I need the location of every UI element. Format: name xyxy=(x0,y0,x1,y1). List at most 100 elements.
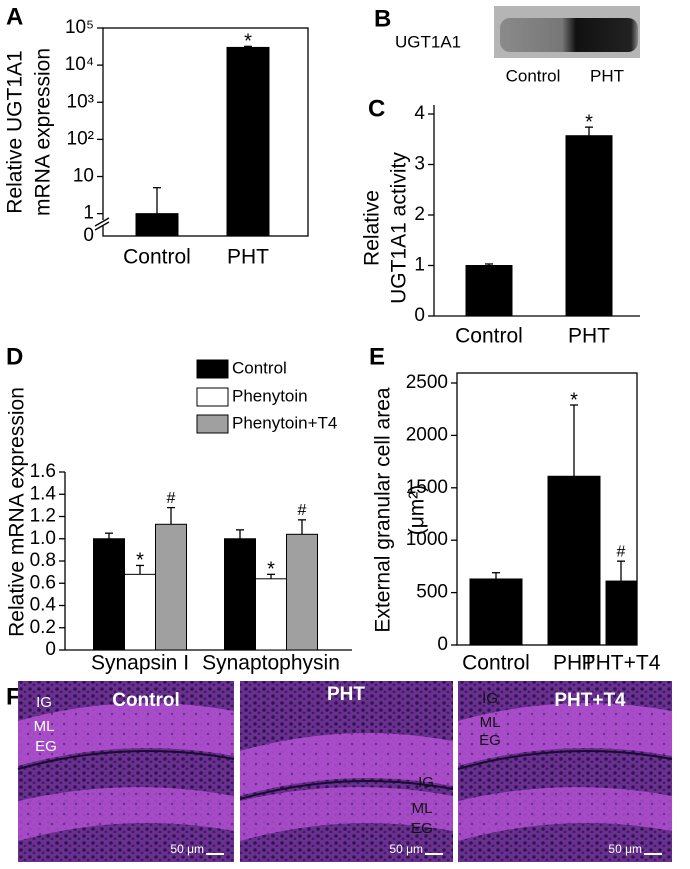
tissue-layer xyxy=(240,787,453,841)
y-tick-label: 0.2 xyxy=(30,617,56,638)
y-tick-label: 10³ xyxy=(67,91,94,112)
y-tick-label: 1000 xyxy=(406,529,448,550)
x-tick-label: Control xyxy=(455,325,523,348)
panel-letter: C xyxy=(368,95,385,122)
x-tick-label: PHT xyxy=(568,325,610,348)
layer-label: ML xyxy=(34,718,55,735)
legend-label: Phenytoin xyxy=(232,386,308,405)
fissure xyxy=(239,780,454,800)
panel-letter: A xyxy=(6,3,23,30)
y-axis-title: Relative xyxy=(361,190,384,266)
bar xyxy=(465,265,513,317)
y-tick-label: 1.2 xyxy=(30,506,56,527)
tissue-layer xyxy=(458,787,672,841)
axis-break-gap xyxy=(95,220,109,226)
tissue-layer xyxy=(458,703,672,766)
fissure xyxy=(457,750,673,770)
y-tick-label: 2500 xyxy=(406,372,448,393)
significance-mark: * xyxy=(585,111,593,133)
panel-letter: D xyxy=(6,343,23,370)
y-tick-label: 2000 xyxy=(406,424,448,445)
layer-label: ML xyxy=(480,714,501,731)
y-tick-label: 4 xyxy=(414,103,425,124)
plot-frame xyxy=(456,372,638,646)
y-axis-title: UGT1A1 activity xyxy=(388,152,411,304)
y-axis-title: (μm²) xyxy=(406,485,429,536)
y-tick-label: 500 xyxy=(416,582,448,603)
panel-letter: B xyxy=(374,5,391,32)
blot-label: UGT1A1 xyxy=(395,32,461,51)
legend-swatch xyxy=(196,359,229,379)
legend-swatch xyxy=(196,414,229,434)
bar xyxy=(286,533,318,651)
y-tick-label: 1500 xyxy=(406,477,448,498)
tissue-layer xyxy=(240,733,453,796)
y-tick-label: 1.6 xyxy=(30,461,56,482)
tissue-layer xyxy=(18,703,234,766)
panel-letter: F xyxy=(6,683,21,710)
x-tick-label: Synapsin I xyxy=(91,652,189,675)
bar xyxy=(135,213,179,237)
x-tick-label: Control xyxy=(123,246,191,269)
bar xyxy=(547,475,601,646)
layer-label: ML xyxy=(412,800,433,817)
blot-band xyxy=(500,18,638,52)
y-tick-label: 1.4 xyxy=(30,483,57,504)
western-blot xyxy=(494,6,640,58)
y-tick-label: 1 xyxy=(83,203,94,224)
scale-label: 50 μm xyxy=(608,842,642,856)
y-tick-label: 0.8 xyxy=(30,550,56,571)
y-axis-title: mRNA expression xyxy=(32,48,55,216)
significance-mark: * xyxy=(570,389,578,411)
bar xyxy=(605,580,637,646)
y-tick-label: 0.6 xyxy=(30,572,56,593)
x-tick-label: PHT xyxy=(553,652,595,675)
bar xyxy=(155,523,187,651)
y-tick-label: 10 xyxy=(73,166,94,187)
y-tick-label: 0 xyxy=(437,634,448,655)
y-tick-label: 1.0 xyxy=(30,528,56,549)
y-tick-label: 3 xyxy=(414,154,425,175)
y-tick-label: 10⁵ xyxy=(65,17,94,38)
bar xyxy=(224,538,256,651)
y-tick-label: 2 xyxy=(414,204,425,225)
image-title: Control xyxy=(112,690,180,711)
significance-mark: # xyxy=(298,502,307,519)
bar xyxy=(565,135,613,317)
plot-frame xyxy=(102,27,309,237)
y-tick-label: 0 xyxy=(45,639,56,660)
y-axis-title: Relative UGT1A1 xyxy=(4,50,27,213)
bar xyxy=(469,578,523,646)
image-title: PHT xyxy=(327,684,365,705)
y-tick-label: 1 xyxy=(414,255,425,276)
y-tick-label: 0.4 xyxy=(30,595,57,616)
layer-label: EG xyxy=(479,732,501,749)
y-tick-label: 10² xyxy=(67,128,94,149)
lane-label: Control xyxy=(506,66,561,85)
legend-swatch xyxy=(196,387,229,407)
scale-label: 50 μm xyxy=(170,842,204,856)
bar xyxy=(93,538,125,651)
significance-mark: * xyxy=(136,550,144,572)
significance-mark: * xyxy=(267,559,275,581)
x-tick-label: Synaptophysin xyxy=(202,652,340,675)
y-tick-label: 0 xyxy=(414,305,425,326)
fissure xyxy=(17,750,235,770)
legend-label: Control xyxy=(232,358,287,377)
y-break-label: 0 xyxy=(83,225,94,246)
lane-label: PHT xyxy=(590,66,624,85)
layer-label: IG xyxy=(482,690,498,707)
x-tick-label: PHT xyxy=(227,246,269,269)
y-axis-title: Relative mRNA expression xyxy=(6,387,29,637)
layer-label: EG xyxy=(411,820,433,837)
x-tick-label: PHT+T4 xyxy=(582,652,661,675)
bar xyxy=(124,573,156,651)
significance-mark: * xyxy=(244,31,252,53)
y-axis-title: External granular cell area xyxy=(372,387,395,632)
layer-label: EG xyxy=(35,738,57,755)
layer-label: IG xyxy=(418,774,434,791)
bar xyxy=(226,46,270,237)
layer-label: IG xyxy=(36,694,52,711)
axis-break xyxy=(94,221,110,231)
